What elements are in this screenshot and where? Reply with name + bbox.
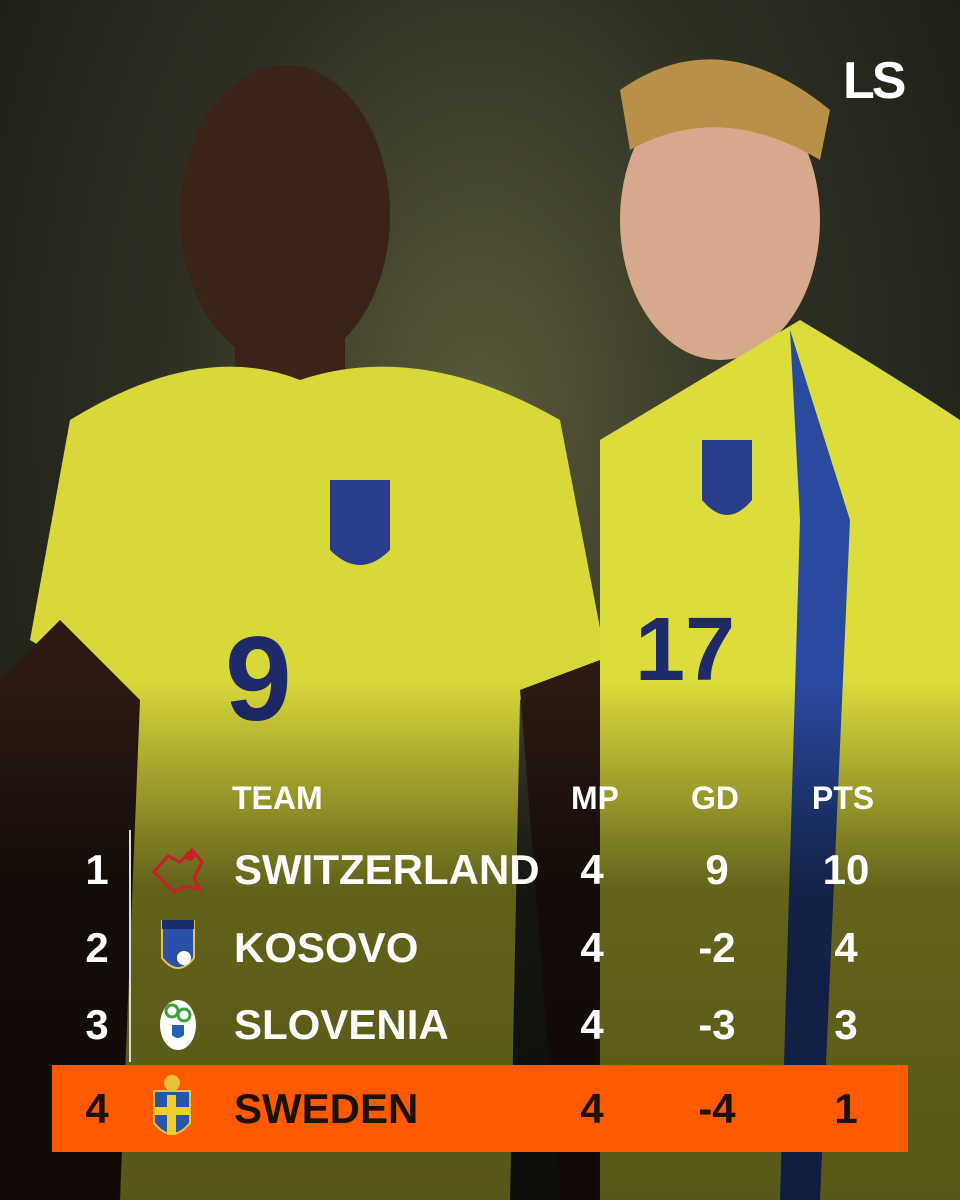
header-mp: MP (571, 780, 619, 816)
rank: 2 (85, 924, 109, 971)
header-gd: GD (691, 780, 739, 816)
sweden-crest-icon (153, 1075, 191, 1135)
points: 1 (834, 1085, 858, 1132)
team-name: SLOVENIA (234, 1001, 449, 1048)
rank: 1 (85, 846, 109, 893)
header-pts: PTS (811, 780, 875, 816)
team-name: KOSOVO (234, 924, 419, 971)
goal-difference: 9 (705, 846, 729, 893)
matches-played: 4 (580, 1001, 604, 1048)
goal-difference: -3 (698, 1001, 736, 1048)
points: 3 (834, 1001, 858, 1048)
points: 4 (834, 924, 858, 971)
goal-difference: -4 (698, 1085, 736, 1132)
switzerland-crest-icon (151, 847, 204, 894)
table-row-highlighted: 4 SWEDEN 4 -4 1 (52, 1065, 908, 1152)
goal-difference: -2 (698, 924, 736, 971)
matches-played: 4 (580, 1085, 604, 1132)
kosovo-crest-icon (161, 920, 195, 969)
ls-logo: LS (843, 52, 906, 110)
matches-played: 4 (580, 846, 604, 893)
matches-played: 4 (580, 924, 604, 971)
team-name: SWEDEN (234, 1085, 419, 1132)
slovenia-crest-icon (160, 1000, 196, 1050)
team-name: SWITZERLAND (234, 846, 540, 893)
table-row: 3 SLOVENIA 4 -3 3 (0, 985, 960, 1065)
divider (129, 830, 131, 1062)
rank: 4 (85, 1085, 109, 1132)
table-row: 1 SWITZERLAND 4 9 10 (0, 830, 960, 910)
table-row: 2 KOSOVO 4 -2 4 (0, 908, 960, 988)
points: 10 (822, 846, 870, 893)
header-team: TEAM (232, 780, 323, 816)
rank: 3 (85, 1001, 109, 1048)
